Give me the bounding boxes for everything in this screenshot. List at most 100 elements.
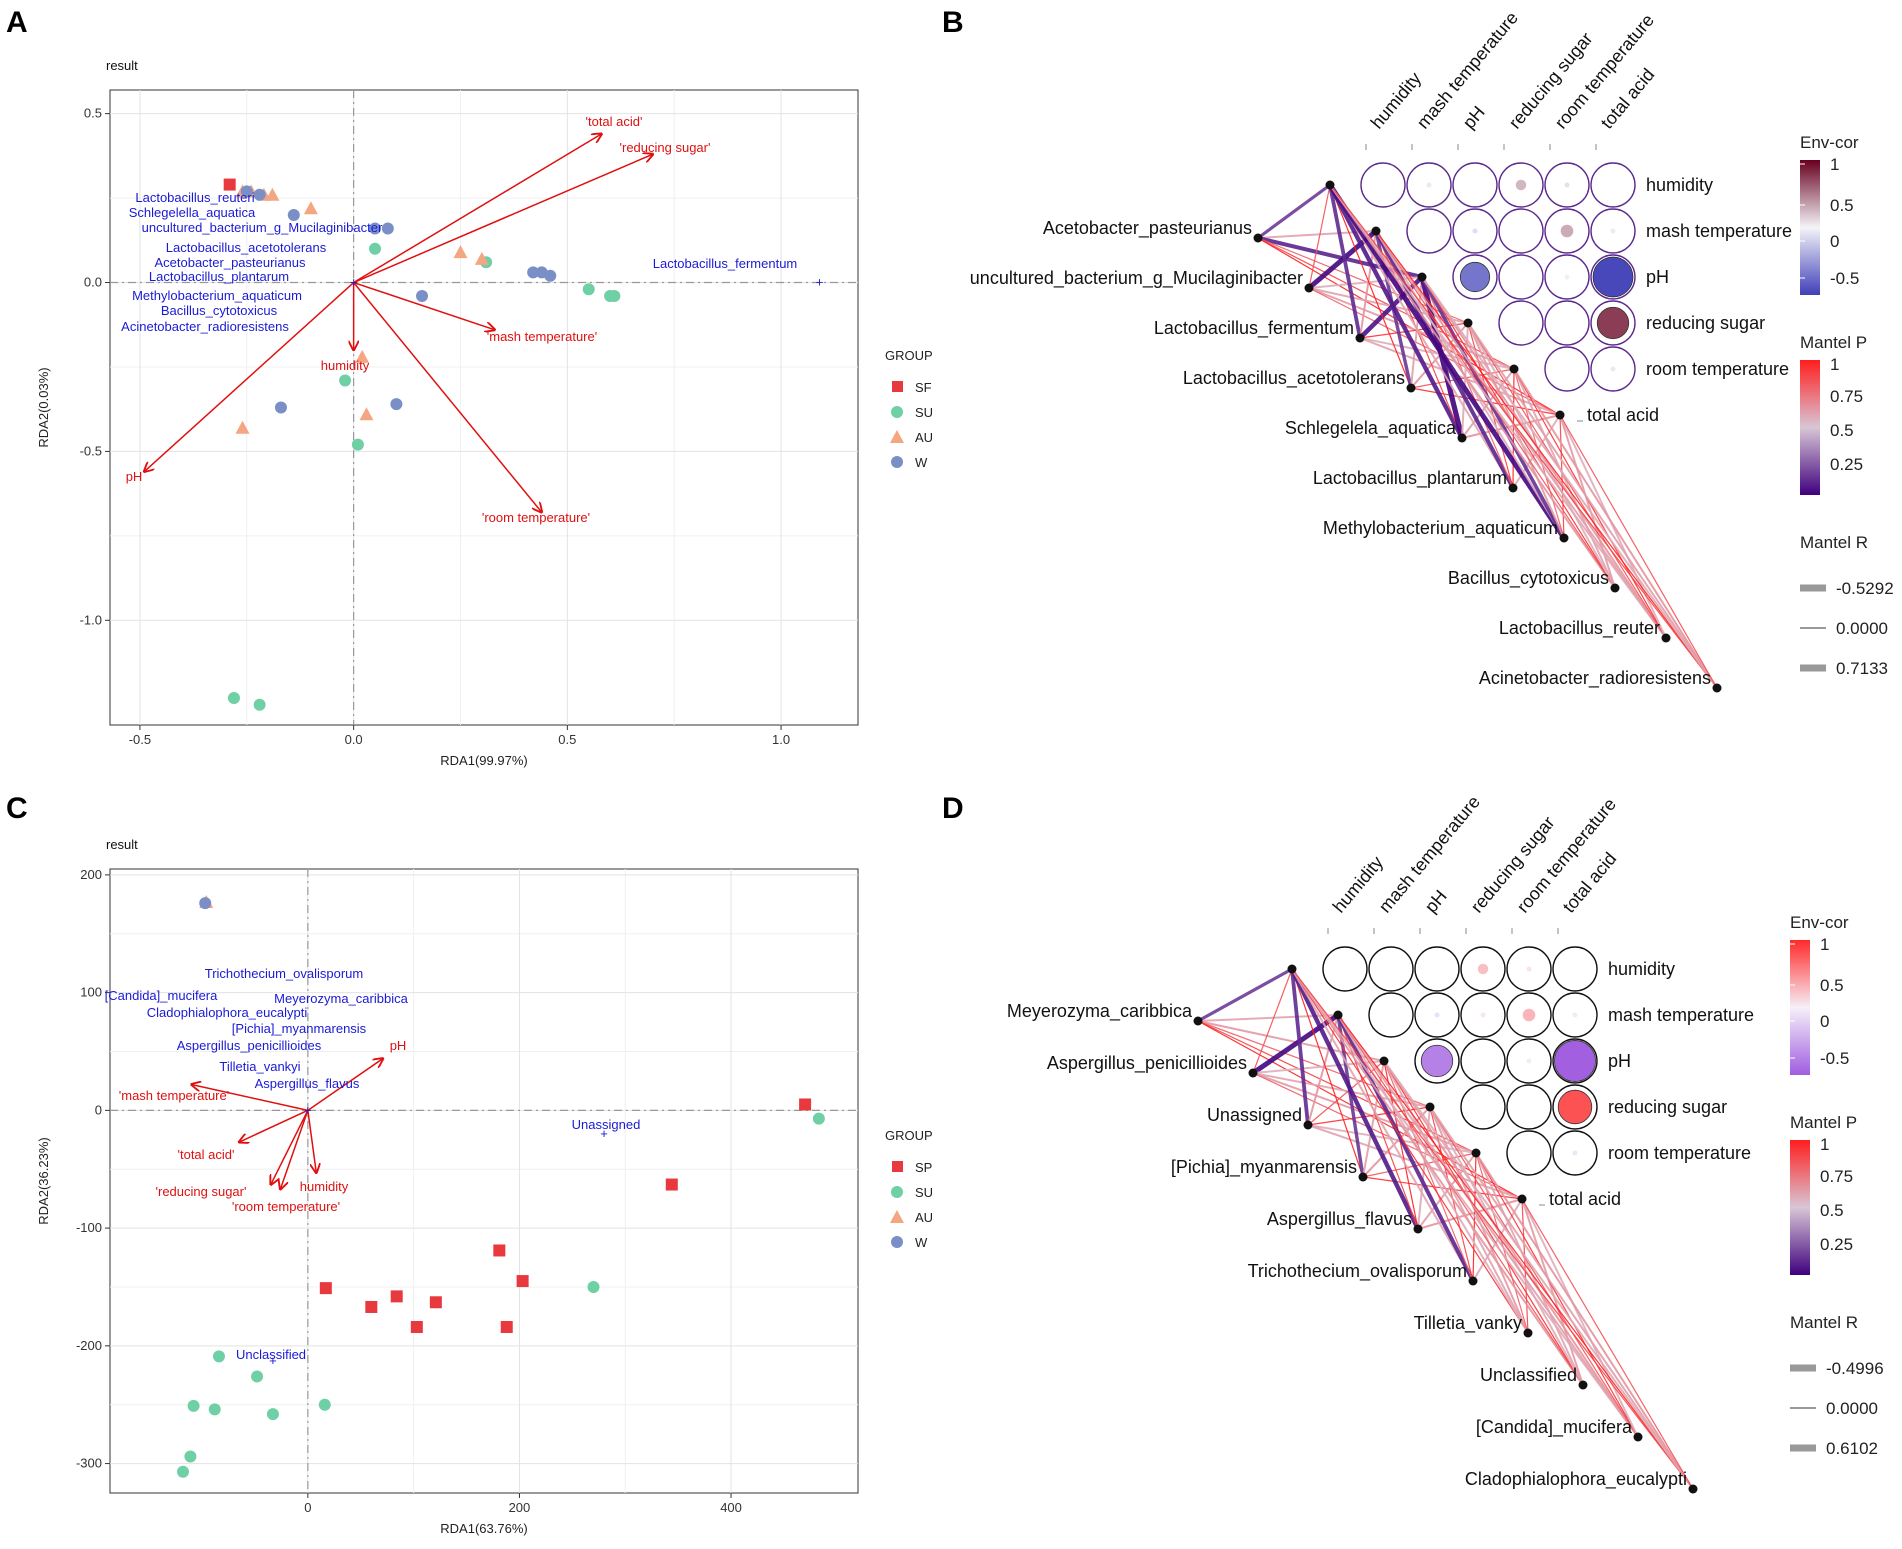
env-label-ph: pH: [390, 1038, 407, 1053]
mantel-edge: [1328, 183, 1464, 440]
species-marker: +: [600, 1126, 608, 1141]
legend-key-su: [891, 1186, 903, 1198]
legend-key-sp: [892, 1161, 903, 1172]
point-sp: [493, 1244, 506, 1257]
mantelr-value: 0.6102: [1826, 1439, 1878, 1458]
panel-a-rda-plot: -0.5 0.0 0.5 1.0 0.5 0.0 -0.5 -1.0 result RDA1(99…: [36, 58, 933, 768]
mantelp-legend-title: Mantel P: [1790, 1113, 1857, 1132]
mantel-edge: [1197, 1020, 1477, 1154]
mantel-edge: [1513, 368, 1565, 539]
x-axis-label: RDA1(63.76%): [440, 1521, 527, 1536]
plot-area-a: [109, 89, 859, 726]
mantel-edge: [1329, 184, 1718, 689]
corr-dot-room-temperature-total-acid: [1610, 366, 1616, 372]
mantelr-legend-title: Mantel R: [1800, 533, 1868, 552]
species-node-meyerozyma-caribbica: [1193, 1016, 1203, 1026]
mantel-edge: [1337, 1014, 1694, 1490]
x-tick-label: 400: [720, 1500, 742, 1515]
species-label-uncultured-bacterium-g-mucilaginibacter: uncultured_bacterium_g_Mucilaginibacter: [142, 220, 383, 235]
species-label-aspergillus-penicillioides: Aspergillus_penicillioides: [177, 1038, 322, 1053]
mantel-edge: [1521, 1198, 1639, 1438]
point-su: [251, 1370, 264, 1383]
corr-dot-mash-temperature-room-temperature: [1522, 1008, 1536, 1022]
env-vector-reducing-sugar: [271, 1110, 309, 1184]
legend-label-sp: SF: [915, 380, 932, 395]
species-label-meyerozyma-caribbica: Meyerozyma_caribbica: [274, 991, 408, 1006]
mantel-edge: [1467, 322, 1565, 539]
species-label-schlegelella-aquatica: Schlegelella_aquatica: [129, 205, 256, 220]
x-tick-label: 0.5: [558, 732, 576, 747]
point-sp: [665, 1178, 678, 1191]
y-tick-label: 0: [95, 1102, 102, 1117]
env-vector-ph: [307, 1059, 383, 1111]
species-label-unassigned: Unassigned: [1207, 1105, 1302, 1125]
point-au: [355, 349, 370, 363]
env-label-mash-temperature: 'mash temperature': [119, 1088, 229, 1103]
species-label-bacillus-cytotoxicus: Bacillus_cytotoxicus: [161, 303, 278, 318]
corr-dot-reducing-sugar-total-acid: [1557, 1089, 1593, 1125]
panel-d-mantel-plot: humidity mash temperature pH reducing sugar…: [1007, 792, 1884, 1494]
species-label-tilletia-vankyi: Tilletia_vankyi: [219, 1059, 300, 1074]
corr-dot-ph-room-temperature: [1526, 1058, 1532, 1064]
point-w: [274, 401, 287, 414]
env-row-label-humidity: humidity: [1646, 175, 1713, 195]
point-sp: [516, 1275, 529, 1288]
point-su: [608, 290, 621, 303]
env-row-label-ph: pH: [1646, 267, 1669, 287]
env-label-mash-temperature: 'mash temperature': [487, 329, 597, 344]
species-label-methylobacterium-aquaticum: Methylobacterium_aquaticum: [1323, 518, 1558, 539]
species-label-trichothecium-ovalisporum: Trichothecium_ovalisporum: [205, 966, 363, 981]
mantel-edge: [1429, 1106, 1694, 1490]
point-su: [208, 1403, 221, 1416]
env-vector-reducing-sugar: [353, 154, 653, 284]
mantel-edge: [1291, 968, 1694, 1490]
env-node-reducing-sugar: [1463, 318, 1473, 328]
point-su: [582, 283, 595, 296]
corr-dot-mash-temperature-total-acid: [1610, 228, 1616, 234]
mantel-edge: [1461, 414, 1561, 439]
legend-label-w: W: [915, 1235, 928, 1250]
species-node-acinetobacter-radioresistens: [1712, 683, 1722, 693]
mantel-edge: [1252, 1072, 1523, 1200]
y-tick-label: -0.5: [80, 443, 102, 458]
corr-cell-outline: [1498, 300, 1544, 346]
mantelr-value: -0.4996: [1826, 1359, 1884, 1378]
mantel-edge: [1291, 968, 1584, 1386]
mantel-edge: [1475, 1152, 1584, 1386]
x-tick-label: 0: [304, 1500, 311, 1515]
mantel-edge: [1475, 1152, 1529, 1334]
corr-cell-outline: [1360, 162, 1406, 208]
species-label-aspergillus-flavus: Aspergillus_flavus: [1267, 1209, 1412, 1230]
species-node-schlegelela-aquatica: [1457, 433, 1467, 443]
corr-cell-outline: [1452, 162, 1498, 208]
x-tick-label: 200: [509, 1500, 531, 1515]
mantel-edge: [1359, 337, 1561, 416]
species-label-lactobacillus-fermentum: Lactobacillus_fermentum: [653, 256, 798, 271]
mantelp-tick-label: 0.75: [1830, 387, 1863, 406]
mantel-edge: [1513, 368, 1616, 589]
env-label-reducing-sugar: 'reducing sugar': [156, 1184, 247, 1199]
point-su: [266, 1408, 279, 1421]
corr-cell-outline: [1590, 162, 1636, 208]
env-row-label-reducing-sugar: reducing sugar: [1608, 1097, 1727, 1117]
env-node-reducing-sugar: [1425, 1102, 1435, 1112]
point-su: [253, 698, 266, 711]
point-au: [359, 407, 374, 421]
corr-dot-humidity-mash-temperature: [1426, 182, 1432, 188]
corr-dot-mash-temperature-total-acid: [1572, 1012, 1578, 1018]
species-label-lactobacillus-acetotolerans: Lactobacillus_acetotolerans: [1183, 368, 1405, 389]
x-tick-label: 0.0: [345, 732, 363, 747]
species-label-candida-mucifera: [Candida]_mucifera: [1476, 1417, 1633, 1438]
point-au: [235, 420, 250, 434]
mantelr-value: -0.5292: [1836, 579, 1894, 598]
mantelr-legend-title: Mantel R: [1790, 1313, 1858, 1332]
species-node-methylobacterium-aquaticum: [1559, 533, 1569, 543]
species-label-unassigned: Unassigned: [572, 1117, 641, 1132]
mantel-edge: [1328, 184, 1362, 339]
env-row-label-total-acid: total acid: [1549, 1189, 1621, 1209]
point-sp: [223, 178, 236, 191]
y-tick-label: -100: [76, 1220, 102, 1235]
legend-label-au: AU: [915, 430, 933, 445]
species-node-lactobacillus-acetotolerans: [1406, 383, 1416, 393]
legend-title: GROUP: [885, 348, 933, 363]
